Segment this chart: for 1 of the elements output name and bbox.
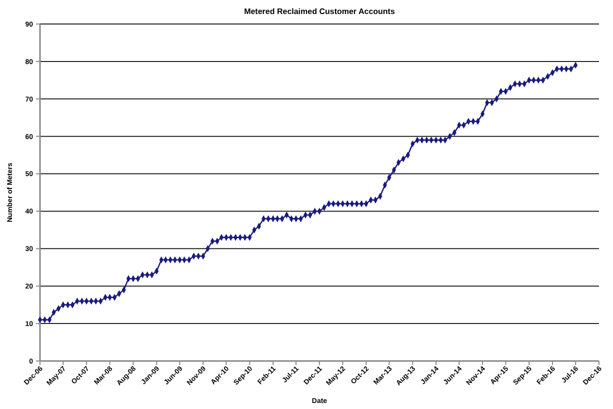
chart-title: Metered Reclaimed Customer Accounts bbox=[244, 7, 396, 16]
